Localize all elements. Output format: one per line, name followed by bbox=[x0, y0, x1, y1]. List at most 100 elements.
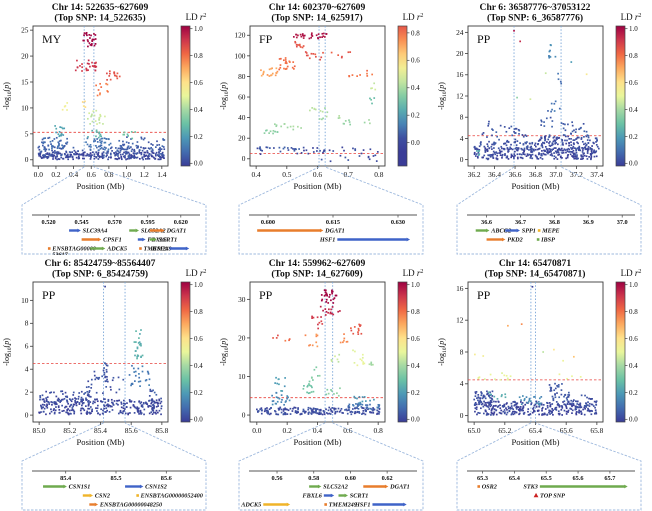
ld-colorbar bbox=[180, 25, 191, 167]
svg-text:0.8: 0.8 bbox=[629, 308, 638, 316]
panel-title: Chr 6: 85424759~85564407 bbox=[45, 258, 156, 269]
svg-text:0: 0 bbox=[460, 155, 464, 164]
svg-text:65.6: 65.6 bbox=[573, 475, 584, 482]
svg-text:0.0: 0.0 bbox=[411, 416, 420, 424]
svg-text:0.8: 0.8 bbox=[374, 426, 384, 435]
x-axis-label: Position (Mb) bbox=[294, 437, 342, 447]
trait-label: PP bbox=[42, 288, 56, 302]
svg-text:0.6: 0.6 bbox=[87, 170, 97, 179]
svg-text:36.7: 36.7 bbox=[515, 219, 526, 226]
svg-text:0: 0 bbox=[242, 154, 246, 163]
plot-area bbox=[249, 25, 386, 167]
scatter-points bbox=[473, 29, 600, 161]
panel-title: Chr 6: 36587776~37053122 bbox=[480, 2, 591, 13]
svg-text:8: 8 bbox=[460, 347, 464, 356]
svg-text:0.2: 0.2 bbox=[411, 112, 420, 120]
svg-text:15: 15 bbox=[21, 77, 29, 86]
svg-text:85.5: 85.5 bbox=[110, 475, 121, 482]
scatter-points bbox=[37, 31, 166, 161]
svg-text:0.615: 0.615 bbox=[326, 219, 340, 226]
x-axis-label: Position (Mb) bbox=[294, 181, 342, 191]
gene-label: TMEM249 bbox=[329, 502, 357, 509]
trait-label: MY bbox=[42, 32, 62, 46]
svg-text:0.60: 0.60 bbox=[345, 475, 356, 482]
svg-text:0.8: 0.8 bbox=[411, 308, 420, 316]
svg-text:65.3: 65.3 bbox=[477, 475, 488, 482]
gene-label: FBXL6 bbox=[303, 493, 323, 500]
svg-text:0.545: 0.545 bbox=[75, 219, 89, 226]
panel-1-my: Chr 14: 522635~627609(Top SNP: 14_522635… bbox=[2, 2, 207, 255]
svg-text:10: 10 bbox=[21, 103, 29, 112]
svg-text:12: 12 bbox=[456, 91, 464, 100]
svg-text:16: 16 bbox=[456, 284, 464, 293]
svg-text:4: 4 bbox=[460, 379, 464, 388]
zoom-connector bbox=[238, 166, 424, 255]
svg-text:0.0: 0.0 bbox=[411, 139, 420, 147]
svg-text:0.4: 0.4 bbox=[194, 106, 203, 114]
gene-label: STK3 bbox=[523, 484, 537, 491]
panel-title: Chr 14: 522635~627609 bbox=[52, 2, 149, 13]
svg-text:37.0: 37.0 bbox=[617, 219, 628, 226]
y-axis-label: -log10(p) bbox=[437, 338, 448, 366]
svg-text:0: 0 bbox=[25, 411, 29, 420]
svg-text:24: 24 bbox=[456, 28, 464, 37]
x-axis-label: Position (Mb) bbox=[77, 437, 125, 447]
svg-text:0.4: 0.4 bbox=[313, 426, 323, 435]
panel-title: Chr 14: 65470871 bbox=[499, 258, 572, 269]
svg-text:12: 12 bbox=[456, 316, 464, 325]
gene-label: PKD2 bbox=[507, 237, 522, 244]
svg-text:0.56: 0.56 bbox=[272, 475, 283, 482]
svg-text:0.8: 0.8 bbox=[194, 52, 203, 60]
gene-label: HSF1 bbox=[151, 246, 167, 253]
svg-text:0.570: 0.570 bbox=[108, 219, 122, 226]
panel-subtitle: (Top SNP: 14_627609) bbox=[271, 269, 362, 280]
panel-2-fp: Chr 14: 602370~627609(Top SNP: 14_625917… bbox=[219, 2, 424, 255]
svg-text:1.0: 1.0 bbox=[122, 170, 132, 179]
y-axis-label: -log10(p) bbox=[2, 82, 13, 110]
y-axis-label: -log10(p) bbox=[2, 338, 13, 366]
svg-text:0.620: 0.620 bbox=[174, 219, 188, 226]
svg-text:0.4: 0.4 bbox=[411, 362, 420, 370]
gene-label: SLC39A4 bbox=[83, 228, 108, 235]
gene-label: SLC52A2 bbox=[323, 484, 348, 491]
svg-text:20: 20 bbox=[238, 134, 246, 143]
plot-area bbox=[32, 281, 169, 423]
gene-label: ABCG2 bbox=[490, 228, 511, 235]
svg-text:1.0: 1.0 bbox=[411, 281, 420, 289]
svg-text:85.6: 85.6 bbox=[161, 475, 172, 482]
svg-text:0.2: 0.2 bbox=[194, 133, 203, 141]
gene-label: ENSBTAG00000048250 bbox=[99, 502, 162, 509]
gene-label: ADCK5 bbox=[240, 502, 261, 509]
panel-subtitle: (Top SNP: 14_522635) bbox=[54, 13, 145, 24]
svg-text:36.6: 36.6 bbox=[481, 219, 492, 226]
svg-text:0.2: 0.2 bbox=[283, 426, 293, 435]
svg-text:1.2: 1.2 bbox=[140, 170, 150, 179]
svg-text:0.8: 0.8 bbox=[194, 308, 203, 316]
gene-label: SCRT1 bbox=[350, 493, 369, 500]
zoom-connector bbox=[21, 166, 207, 255]
panel-title: Chr 14: 559962~627609 bbox=[269, 258, 366, 269]
svg-text:0.6: 0.6 bbox=[629, 335, 638, 343]
gene-track: 36.6 36.7 36.8 36.9 37.0 ABCG2 SPP1 MEPE PKD2 IBS… bbox=[467, 214, 635, 244]
svg-text:1.0: 1.0 bbox=[629, 281, 638, 289]
gene-track: 0.600 0.615 0.630 DGAT1 HSF1 bbox=[249, 214, 417, 244]
svg-text:0.62: 0.62 bbox=[382, 475, 393, 482]
svg-text:16: 16 bbox=[456, 70, 464, 79]
gene-track: 85.4 85.5 85.6 CSN1S1 CSN1S2 CSN2 ENSBTAG00000… bbox=[32, 470, 203, 509]
ld-r2-label: LD r2 bbox=[186, 268, 207, 278]
svg-text:36.2: 36.2 bbox=[468, 170, 481, 179]
svg-text:0.6: 0.6 bbox=[194, 79, 203, 87]
panel-6-pp: Chr 14: 65470871(Top SNP: 14_65470871) LD… bbox=[437, 258, 642, 511]
ld-colorbar bbox=[397, 25, 408, 167]
gene-label: HSF1 bbox=[354, 502, 370, 509]
x-axis-label: Position (Mb) bbox=[512, 437, 560, 447]
svg-text:65.5: 65.5 bbox=[541, 475, 552, 482]
gene-label: TOP SNP bbox=[540, 493, 565, 500]
panel-subtitle: (Top SNP: 14_65470871) bbox=[485, 269, 586, 280]
svg-text:100: 100 bbox=[234, 51, 245, 60]
svg-text:85.6: 85.6 bbox=[125, 426, 138, 435]
gene-label: CSN1S2 bbox=[145, 484, 167, 491]
ld-r2-label: LD r2 bbox=[621, 268, 642, 278]
svg-text:0.0: 0.0 bbox=[194, 160, 203, 168]
